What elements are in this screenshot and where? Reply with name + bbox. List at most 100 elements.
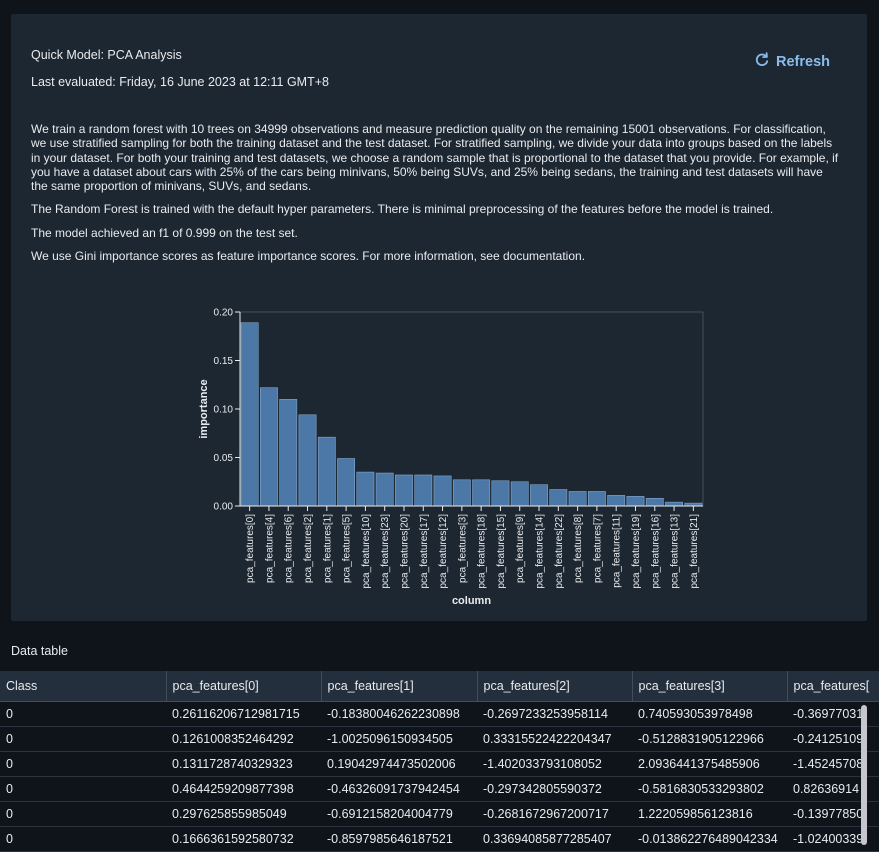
bar xyxy=(337,458,355,507)
table-cell: -0.6912158204004779 xyxy=(321,801,477,827)
feature-importance-chart: 0.00 0.05 0.10 0.15 0.20 pca_features[0] pca_f… xyxy=(198,308,704,607)
data-table-label: Data table xyxy=(11,644,68,658)
y-tick-label: 0.00 xyxy=(214,502,234,513)
table-cell: 0.1666361592580732 xyxy=(166,826,321,852)
table-cell: 1.222059856123816 xyxy=(632,801,787,827)
table-cell: 0.740593053978498 xyxy=(632,701,787,727)
bar xyxy=(452,479,471,507)
y-tick-label: 0.05 xyxy=(214,453,234,464)
x-tick-label: pca_features[23] xyxy=(380,514,391,589)
refresh-icon xyxy=(754,52,770,72)
table-cell: 0.33315522422204347 xyxy=(477,726,632,752)
x-tick-label: pca_features[3] xyxy=(457,514,468,583)
table-cell: 0 xyxy=(0,726,166,752)
table-cell: -0.5128831905122966 xyxy=(632,726,787,752)
x-tick-label: pca_features[2] xyxy=(303,514,314,583)
x-tick-label: pca_features[11] xyxy=(612,514,623,588)
bar xyxy=(588,491,606,507)
description-paragraph: We use Gini importance scores as feature… xyxy=(31,249,586,264)
bar xyxy=(607,495,626,507)
x-tick-label: pca_features[12] xyxy=(438,514,449,589)
column-header[interactable]: pca_features[ xyxy=(787,671,879,702)
bar xyxy=(665,501,683,507)
x-tick-label: pca_features[15] xyxy=(496,514,507,589)
table-cell: -0.2681672967200717 xyxy=(477,801,632,827)
bar xyxy=(317,436,336,507)
table-cell: 2.0936441375485906 xyxy=(632,751,787,777)
bar xyxy=(260,387,278,507)
x-tick-label: pca_features[9] xyxy=(515,514,526,583)
x-tick-label: pca_features[22] xyxy=(554,514,565,589)
column-header[interactable]: Class xyxy=(0,671,167,702)
column-header[interactable]: pca_features[1] xyxy=(321,671,478,702)
x-tick-label: pca_features[16] xyxy=(650,514,661,589)
table-header-row: Class pca_features[0] pca_features[1] pca_f… xyxy=(0,671,879,702)
y-tick-label: 0.10 xyxy=(214,405,234,416)
column-header[interactable]: pca_features[2] xyxy=(477,671,633,702)
table-cell: -1.402033793108052 xyxy=(477,751,632,777)
bar xyxy=(298,414,317,507)
x-tick-label: pca_features[13] xyxy=(670,514,681,589)
table-cell: -0.2697233253958114 xyxy=(477,701,632,727)
table-cell: 0.297625855985049 xyxy=(166,801,321,827)
table-row: 0 0.26116206712981715 -0.18380046262230898… xyxy=(0,701,879,727)
x-tick-label: pca_features[21] xyxy=(689,514,700,589)
y-axis-title: importance xyxy=(198,379,210,438)
bar xyxy=(510,481,529,507)
x-tick-label: pca_features[19] xyxy=(631,514,642,589)
bar xyxy=(395,474,413,507)
y-tick-label: 0.20 xyxy=(214,308,234,319)
table-row: 0 0.297625855985049 -0.6912158204004779 -0.… xyxy=(0,801,879,827)
bar xyxy=(433,475,452,507)
refresh-button[interactable]: Refresh xyxy=(754,52,830,72)
bar xyxy=(279,399,298,507)
bar xyxy=(626,496,645,507)
table-cell: 0.1311728740329323 xyxy=(166,751,321,777)
table-row: 0 0.1261008352464292 -1.0025096150934505 0.… xyxy=(0,726,879,752)
table-cell: 0 xyxy=(0,801,166,827)
description-paragraph: The model achieved an f1 of 0.999 on the… xyxy=(31,225,298,240)
bar xyxy=(645,497,664,507)
x-axis-title: column xyxy=(452,595,491,607)
table-cell: 0.19042974473502006 xyxy=(321,751,477,777)
x-tick-label: pca_features[7] xyxy=(592,514,603,583)
bar xyxy=(356,471,375,507)
column-header[interactable]: pca_features[0] xyxy=(166,671,322,702)
refresh-label: Refresh xyxy=(776,54,830,70)
x-tick-label: pca_features[4] xyxy=(264,514,275,583)
y-tick-label: 0.15 xyxy=(214,356,234,367)
table-cell: -0.46326091737942454 xyxy=(321,776,477,802)
model-description: We train a random forest with 10 trees o… xyxy=(31,122,841,272)
bar xyxy=(530,484,548,507)
bar xyxy=(240,322,259,507)
table-cell: -0.8597985646187521 xyxy=(321,826,477,852)
table-cell: -0.297342805590372 xyxy=(477,776,632,802)
pca-analysis-panel: Quick Model: PCA Analysis Last evaluated… xyxy=(11,14,867,621)
table-cell: 0 xyxy=(0,826,166,852)
table-cell: 0 xyxy=(0,751,166,777)
x-tick-label: pca_features[20] xyxy=(399,514,410,589)
table-cell: -0.013862276489042334 xyxy=(632,826,787,852)
description-paragraph: The Random Forest is trained with the de… xyxy=(31,202,774,217)
x-tick-label: pca_features[6] xyxy=(284,514,295,583)
table-row: 0 0.4644259209877398 -0.46326091737942454-… xyxy=(0,776,879,802)
bar xyxy=(375,472,394,507)
column-header[interactable]: pca_features[3] xyxy=(632,671,788,702)
x-tick-label: pca_features[10] xyxy=(361,514,372,589)
x-tick-label: pca_features[17] xyxy=(419,514,430,589)
table-cell: 0.26116206712981715 xyxy=(166,701,321,727)
bar xyxy=(549,489,568,507)
bar xyxy=(414,474,433,507)
table-scrollbar[interactable] xyxy=(861,705,867,845)
table-row: 0 0.1311728740329323 0.19042974473502006 -1… xyxy=(0,751,879,777)
x-tick-label: pca_features[8] xyxy=(573,514,584,583)
table-row: 0 0.1666361592580732 -0.8597985646187521 0.… xyxy=(0,826,879,852)
x-tick-label: pca_features[0] xyxy=(245,514,256,583)
table-cell: -1.0025096150934505 xyxy=(321,726,477,752)
table-cell: -0.18380046262230898 xyxy=(321,701,477,727)
table-cell: 0.1261008352464292 xyxy=(166,726,321,752)
table-cell: 0 xyxy=(0,701,166,727)
panel-title: Quick Model: PCA Analysis xyxy=(31,48,182,62)
x-tick-label: pca_features[18] xyxy=(477,514,488,589)
table-cell: -0.5816830533293802 xyxy=(632,776,787,802)
